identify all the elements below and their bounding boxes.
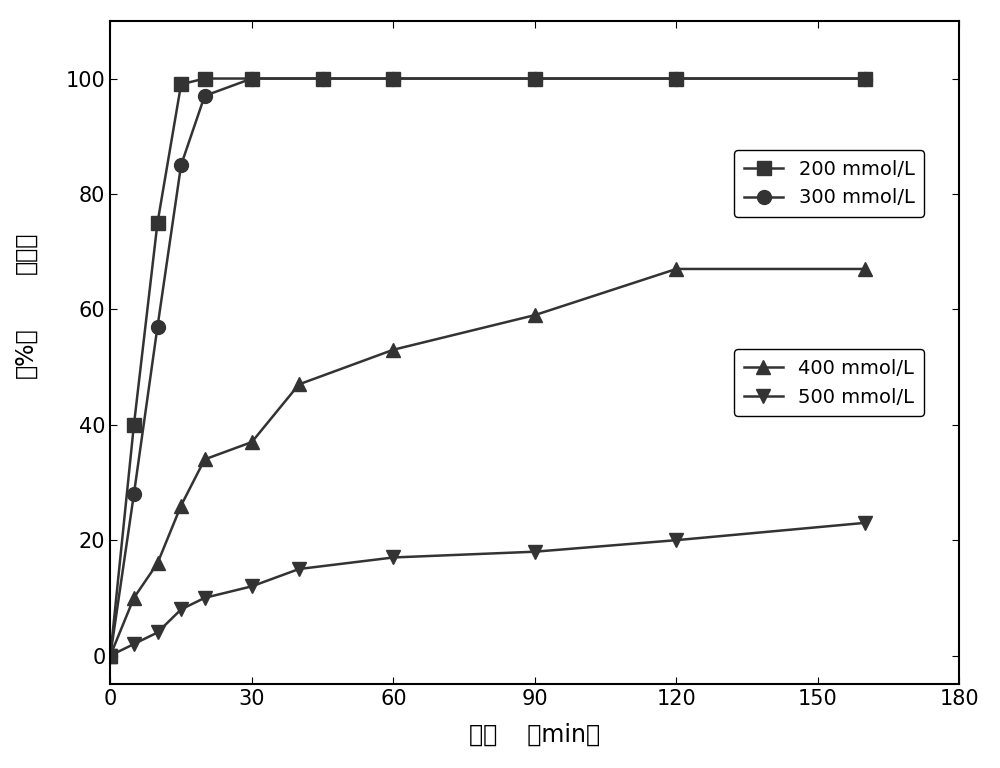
400 mmol/L xyxy=(293,379,305,389)
500 mmol/L xyxy=(175,604,187,614)
500 mmol/L xyxy=(246,581,258,591)
300 mmol/L xyxy=(529,74,541,83)
400 mmol/L xyxy=(529,310,541,319)
500 mmol/L xyxy=(387,553,399,562)
Text: 转化率: 转化率 xyxy=(13,232,37,274)
300 mmol/L xyxy=(175,161,187,170)
300 mmol/L xyxy=(387,74,399,83)
200 mmol/L xyxy=(128,420,140,429)
500 mmol/L xyxy=(529,547,541,556)
400 mmol/L xyxy=(175,501,187,510)
400 mmol/L xyxy=(128,593,140,602)
500 mmol/L xyxy=(859,518,871,528)
500 mmol/L xyxy=(104,651,116,660)
300 mmol/L xyxy=(104,651,116,660)
200 mmol/L xyxy=(317,74,329,83)
400 mmol/L xyxy=(387,345,399,354)
Legend: 400 mmol/L, 500 mmol/L: 400 mmol/L, 500 mmol/L xyxy=(734,349,924,416)
300 mmol/L xyxy=(128,489,140,498)
300 mmol/L xyxy=(246,74,258,83)
500 mmol/L xyxy=(199,593,211,602)
200 mmol/L xyxy=(670,74,682,83)
200 mmol/L xyxy=(859,74,871,83)
X-axis label: 时间    （min）: 时间 （min） xyxy=(469,723,600,747)
200 mmol/L xyxy=(387,74,399,83)
500 mmol/L xyxy=(152,628,164,637)
500 mmol/L xyxy=(670,535,682,545)
300 mmol/L xyxy=(317,74,329,83)
200 mmol/L xyxy=(199,74,211,83)
400 mmol/L xyxy=(670,264,682,273)
500 mmol/L xyxy=(128,640,140,649)
200 mmol/L xyxy=(104,651,116,660)
400 mmol/L xyxy=(104,651,116,660)
300 mmol/L xyxy=(670,74,682,83)
Line: 500 mmol/L: 500 mmol/L xyxy=(103,516,872,663)
300 mmol/L xyxy=(859,74,871,83)
400 mmol/L xyxy=(199,455,211,464)
400 mmol/L xyxy=(859,264,871,273)
300 mmol/L xyxy=(152,322,164,331)
200 mmol/L xyxy=(152,218,164,227)
500 mmol/L xyxy=(293,564,305,574)
Text: （%）: （%） xyxy=(13,327,37,378)
Line: 400 mmol/L: 400 mmol/L xyxy=(103,262,872,663)
Line: 200 mmol/L: 200 mmol/L xyxy=(103,71,872,663)
300 mmol/L xyxy=(199,91,211,101)
200 mmol/L xyxy=(246,74,258,83)
200 mmol/L xyxy=(175,80,187,89)
Line: 300 mmol/L: 300 mmol/L xyxy=(103,71,872,663)
400 mmol/L xyxy=(246,438,258,447)
400 mmol/L xyxy=(152,558,164,568)
200 mmol/L xyxy=(529,74,541,83)
